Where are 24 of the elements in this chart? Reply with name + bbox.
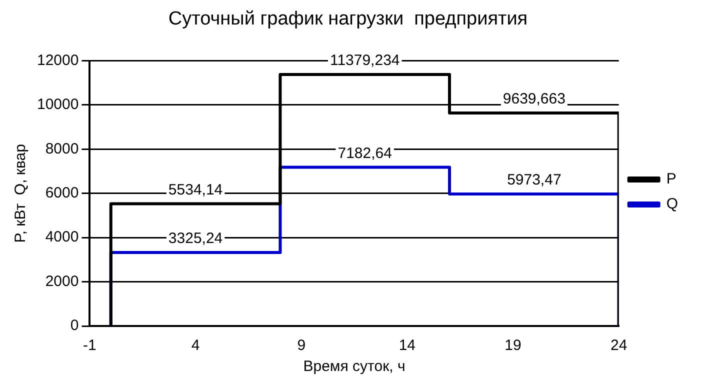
y-tick-label: 8000 xyxy=(45,140,79,158)
data-label: 5534,14 xyxy=(168,181,223,198)
y-tick-label: 4000 xyxy=(45,228,79,246)
x-tick-label: 19 xyxy=(504,337,522,354)
data-label: 9639,663 xyxy=(502,90,566,108)
y-tick-label: 10000 xyxy=(36,96,79,114)
x-axis-title: Время суток, ч xyxy=(303,358,406,376)
legend-label: Q xyxy=(666,196,678,213)
x-tick-label: 4 xyxy=(191,337,200,354)
data-label: 7182,64 xyxy=(338,144,392,162)
y-tick-label: 0 xyxy=(70,317,79,334)
data-label: 3325,24 xyxy=(168,230,223,248)
x-tick-label: -1 xyxy=(83,337,96,354)
x-tick-label: 24 xyxy=(610,337,628,354)
y-axis-title: P, кВт Q, квар xyxy=(12,144,30,243)
x-tick-label: 9 xyxy=(297,337,306,354)
y-tick-label: 6000 xyxy=(45,184,79,202)
chart-title: Суточный график нагрузки предприятия xyxy=(168,8,528,30)
y-tick-label: 2000 xyxy=(45,272,79,290)
x-tick-label: 14 xyxy=(398,337,416,354)
legend-label: P xyxy=(666,170,676,188)
y-tick-label: 12000 xyxy=(36,52,79,69)
data-label: 11379,234 xyxy=(330,52,400,70)
data-label: 5973,47 xyxy=(507,172,562,189)
